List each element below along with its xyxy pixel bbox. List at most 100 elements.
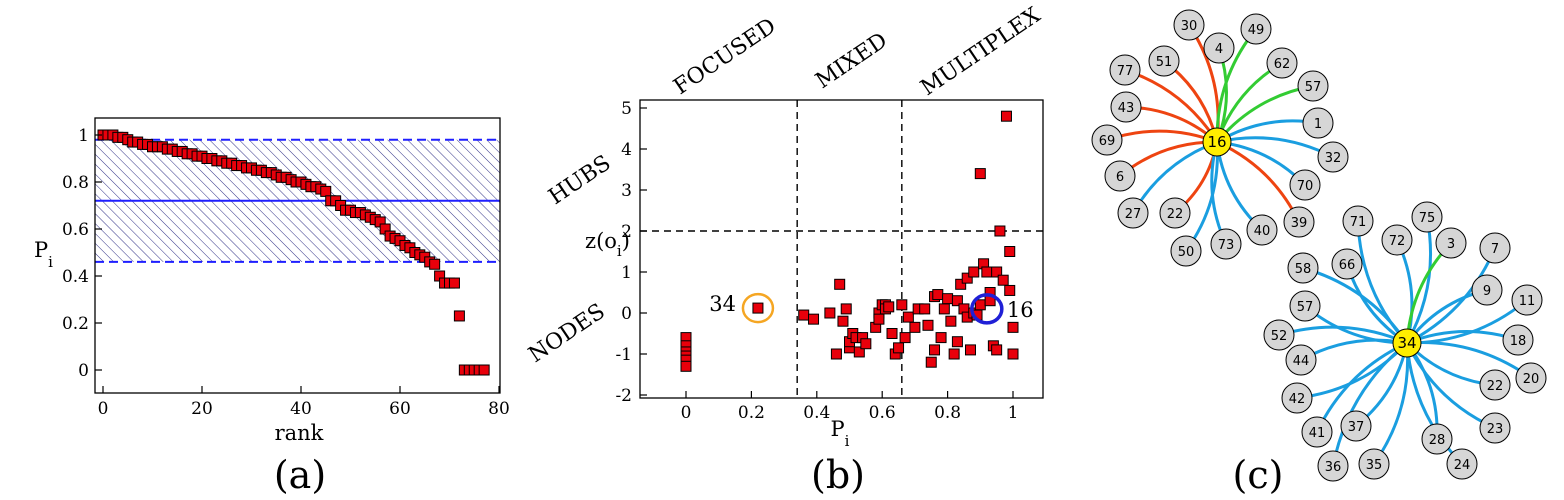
network-node-label: 27: [1125, 207, 1142, 222]
network-node-label: 57: [1297, 300, 1314, 315]
panel-b-point: [938, 303, 950, 315]
network-node-label: 70: [1297, 179, 1314, 194]
network-node-label: 11: [1519, 294, 1536, 309]
panel-a-ytick-label: 1: [78, 126, 89, 146]
network-node: [1266, 47, 1298, 79]
panel-b-xtick-label: 0.8: [934, 403, 961, 423]
panel-b-ytick-label: 5: [621, 99, 632, 119]
panel-b-point: [935, 332, 947, 344]
panel-b-point: [974, 168, 986, 180]
panel-b-point: [961, 272, 973, 284]
network-node: [1287, 252, 1319, 284]
network-node-label: 73: [1218, 238, 1235, 253]
network-node-label: 51: [1156, 55, 1173, 70]
panel-b-ytick-label: 1: [621, 263, 632, 283]
panel-b-ytick-label: -2: [615, 386, 632, 406]
network-node-label: 77: [1117, 64, 1134, 79]
network-node: [1515, 362, 1547, 394]
network-node-label: 57: [1305, 80, 1322, 95]
network-node-label: 40: [1254, 224, 1271, 239]
network-node-label: 41: [1309, 426, 1326, 441]
network-node: [1421, 423, 1453, 455]
network-node-label: 6: [1116, 170, 1124, 185]
panel-b-point: [994, 225, 1006, 237]
panel-a-ytick-label: 0.4: [62, 267, 89, 287]
panel-a-point: [320, 185, 332, 197]
region-focused: FOCUSED: [669, 14, 780, 100]
panel-b-point: [830, 348, 842, 360]
network-node: [1210, 228, 1242, 260]
network-node-label: 58: [1295, 262, 1312, 277]
network-node: [1148, 45, 1180, 77]
network-node: [1471, 274, 1503, 306]
panel-b-point: [902, 311, 914, 323]
network-node-label: 32: [1325, 151, 1342, 166]
panel-b-point: [1007, 321, 1019, 333]
panel-b-xtick-label: 0.4: [803, 403, 830, 423]
panel-b-xlabel: Pi: [831, 417, 850, 450]
network-node-label: 30: [1181, 19, 1198, 34]
network-node-label: 43: [1118, 101, 1135, 116]
panel-b-point: [981, 266, 993, 278]
panel-b-point: [837, 315, 849, 327]
panel-a-xtick-label: 60: [389, 399, 411, 419]
panel-a-xtick-label: 0: [98, 399, 109, 419]
panel-a-label: (a): [274, 453, 326, 497]
network-node: [1203, 32, 1235, 64]
panel-a-ticks: 0 20 40 60 80 0 0.2 0.4 0.6 0.8 1: [62, 126, 510, 419]
network-node: [1479, 232, 1511, 264]
network-node: [1117, 197, 1149, 229]
network-hub-node: [1392, 328, 1422, 358]
panel-c-label: (c): [1233, 453, 1284, 497]
panel-a-ytick-label: 0.6: [62, 220, 89, 240]
network-node: [1411, 201, 1443, 233]
network-node: [1159, 197, 1191, 229]
network-node: [1246, 214, 1278, 246]
network-node: [1479, 369, 1511, 401]
network-hub-label: 34: [1397, 334, 1416, 352]
panel-b-point: [925, 356, 937, 368]
network-node-label: 22: [1167, 207, 1184, 222]
panel-a-xtick-label: 20: [191, 399, 213, 419]
network-hub-16: 30 49 4 62 51 57 77 1 43 32 69 70 6 39 27 22 40 50 73 16: [1091, 9, 1349, 267]
network-node-label: 42: [1289, 392, 1306, 407]
panel-b-point: [808, 313, 820, 325]
network-node-label: 75: [1419, 211, 1436, 226]
highlight-circle-16: [970, 293, 1004, 325]
highlight-circle-34: [741, 292, 775, 324]
region-multiplex: MULTIPLEX: [916, 3, 1045, 101]
network-node: [1502, 324, 1534, 356]
network-node-label: 35: [1366, 458, 1383, 473]
panel-a-xtick-label: 80: [488, 399, 510, 419]
network-node-label: 24: [1454, 458, 1471, 473]
network-node-label: 39: [1291, 216, 1308, 231]
network-node-label: 18: [1510, 334, 1527, 349]
network-node: [1446, 448, 1478, 480]
panel-b-point: [991, 266, 1003, 278]
network-node-label: 1: [1314, 117, 1322, 132]
panel-a-point: [478, 364, 490, 376]
panel-b-xtick-label: 1: [1008, 403, 1019, 423]
panel-b-point: [974, 299, 986, 311]
network-hub-label: 16: [1207, 133, 1226, 151]
panel-b-point: [752, 302, 764, 314]
network-node: [1283, 206, 1315, 238]
panel-b-frame: [639, 99, 1044, 399]
network-node: [1435, 227, 1467, 259]
panel-b-point: [1004, 246, 1016, 257]
region-hubs: HUBS: [544, 151, 615, 210]
network-node-label: 66: [1339, 258, 1356, 273]
panel-b-point: [896, 299, 908, 311]
network-edge: [1106, 129, 1218, 144]
network-node: [1479, 412, 1511, 444]
panel-a-xtick-label: 40: [290, 399, 312, 419]
region-nodes: NODES: [524, 299, 609, 368]
panel-a-xlabel: rank: [275, 421, 324, 445]
highlight-label-16: 16: [1007, 298, 1034, 322]
panel-b-point: [840, 303, 852, 315]
panel-b-label: (b): [811, 453, 865, 497]
network-node-label: 49: [1248, 23, 1265, 38]
